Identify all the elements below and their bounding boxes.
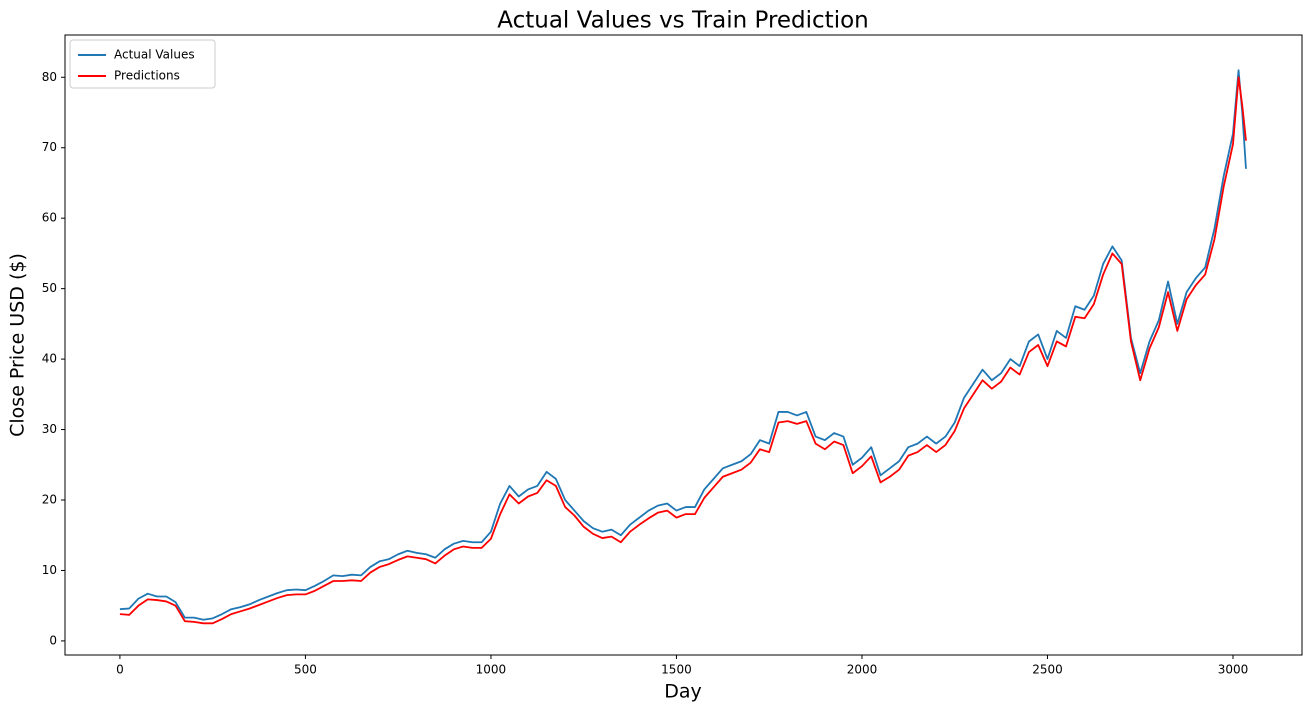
x-tick-label: 2000 [847, 663, 878, 677]
legend-box [69, 39, 216, 89]
y-tick-label: 60 [42, 211, 57, 225]
line-series [119, 76, 1247, 625]
y-tick-label: 80 [42, 70, 57, 84]
y-tick-label: 20 [42, 493, 57, 507]
y-tick-label: 10 [42, 563, 57, 577]
y-tick-label: 70 [42, 140, 57, 154]
y-tick-label: 0 [49, 633, 57, 647]
x-tick-label: 3000 [1218, 663, 1249, 677]
y-axis-label: Close Price USD ($) [7, 253, 29, 437]
x-tick-label: 2500 [1032, 663, 1063, 677]
x-tick-label: 1000 [476, 663, 507, 677]
y-tick-label: 30 [42, 422, 57, 436]
plot-frame [64, 34, 1303, 656]
x-tick-label: 500 [294, 663, 317, 677]
y-tick-label: 50 [42, 281, 57, 295]
chart-title: Actual Values vs Train Prediction [497, 8, 868, 34]
legend-label: Predictions [114, 69, 180, 83]
y-tick-label: 40 [42, 352, 57, 366]
line-series [119, 69, 1247, 621]
x-tick-label: 1500 [661, 663, 692, 677]
x-tick-label: 0 [116, 663, 124, 677]
legend-label: Actual Values [114, 48, 195, 62]
x-axis-label: Day [664, 681, 702, 703]
